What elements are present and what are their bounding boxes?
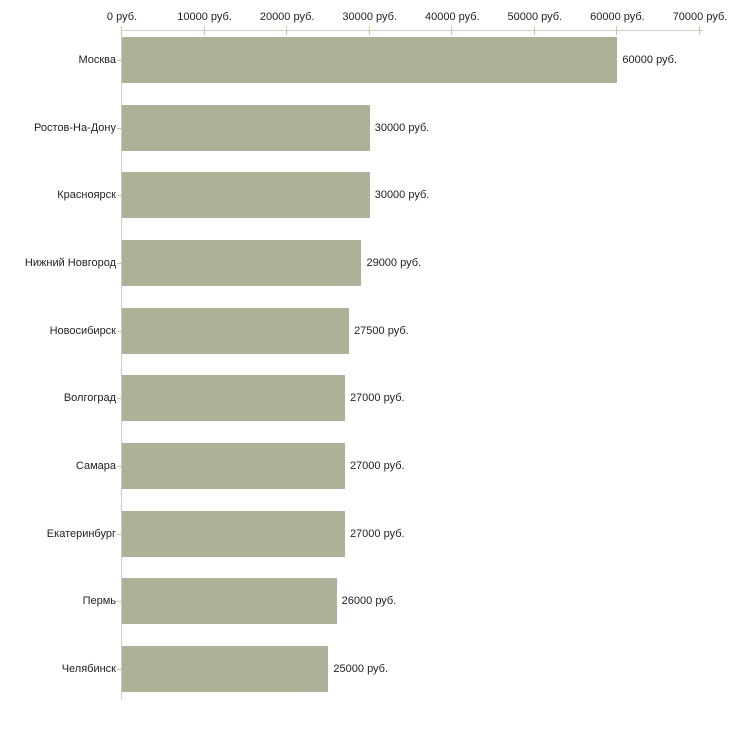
x-tick-label: 60000 руб. bbox=[590, 11, 645, 23]
category-label: Нижний Новгород bbox=[24, 256, 116, 269]
category-label: Пермь bbox=[82, 595, 116, 608]
x-tick-mark bbox=[699, 26, 700, 35]
x-axis-line bbox=[122, 30, 703, 31]
value-label: 30000 руб. bbox=[374, 189, 430, 202]
bar bbox=[122, 307, 350, 354]
value-label: 30000 руб. bbox=[374, 121, 430, 134]
bar bbox=[122, 442, 345, 489]
category-label: Ростов-На-Дону bbox=[33, 121, 116, 134]
x-tick-mark bbox=[121, 26, 122, 35]
bar bbox=[122, 37, 618, 83]
y-tick-mark bbox=[117, 668, 122, 670]
y-tick-mark bbox=[117, 262, 122, 264]
x-tick-mark bbox=[533, 26, 535, 35]
category-label: Красноярск bbox=[57, 189, 116, 202]
x-tick-mark bbox=[616, 26, 618, 35]
x-tick-mark bbox=[368, 26, 370, 35]
category-label: Москва bbox=[78, 54, 116, 66]
y-tick-mark bbox=[117, 127, 122, 129]
x-tick-label: 50000 руб. bbox=[507, 11, 563, 23]
value-label: 27500 руб. bbox=[354, 324, 409, 337]
category-label: Самара bbox=[75, 459, 116, 472]
bar bbox=[122, 239, 362, 286]
y-tick-mark bbox=[117, 601, 122, 603]
y-tick-mark bbox=[117, 398, 122, 400]
value-label: 60000 руб. bbox=[622, 54, 678, 66]
bar bbox=[122, 104, 370, 151]
bar bbox=[122, 172, 370, 219]
category-label: Екатеринбург bbox=[46, 527, 116, 540]
y-tick-mark bbox=[117, 330, 122, 332]
bar bbox=[122, 645, 329, 692]
x-tick-label: 70000 руб. bbox=[672, 11, 728, 23]
value-label: 27000 руб. bbox=[349, 459, 405, 472]
value-label: 26000 руб. bbox=[341, 595, 397, 608]
category-label: Новосибирск bbox=[49, 324, 116, 337]
category-label: Волгоград bbox=[63, 392, 116, 405]
bar bbox=[122, 510, 345, 557]
bar bbox=[122, 578, 337, 625]
y-axis-line bbox=[121, 30, 122, 700]
x-tick-label: 10000 руб. bbox=[177, 11, 232, 23]
y-tick-mark bbox=[117, 465, 122, 467]
value-label: 27000 руб. bbox=[349, 527, 405, 540]
value-label: 25000 руб. bbox=[333, 662, 389, 675]
x-tick-label: 0 руб. bbox=[106, 11, 138, 23]
x-tick-mark bbox=[203, 26, 205, 35]
x-tick-label: 20000 руб. bbox=[259, 11, 315, 23]
x-tick-mark bbox=[286, 26, 288, 35]
x-tick-label: 40000 руб. bbox=[424, 11, 480, 23]
y-tick-mark bbox=[117, 60, 122, 61]
x-tick-label: 30000 руб. bbox=[342, 11, 398, 23]
x-tick-mark bbox=[451, 26, 453, 35]
bar bbox=[122, 375, 345, 422]
category-label: Челябинск bbox=[61, 662, 116, 675]
value-label: 27000 руб. bbox=[349, 392, 405, 405]
value-label: 29000 руб. bbox=[366, 256, 422, 269]
y-tick-mark bbox=[117, 195, 122, 197]
y-tick-mark bbox=[117, 533, 122, 535]
